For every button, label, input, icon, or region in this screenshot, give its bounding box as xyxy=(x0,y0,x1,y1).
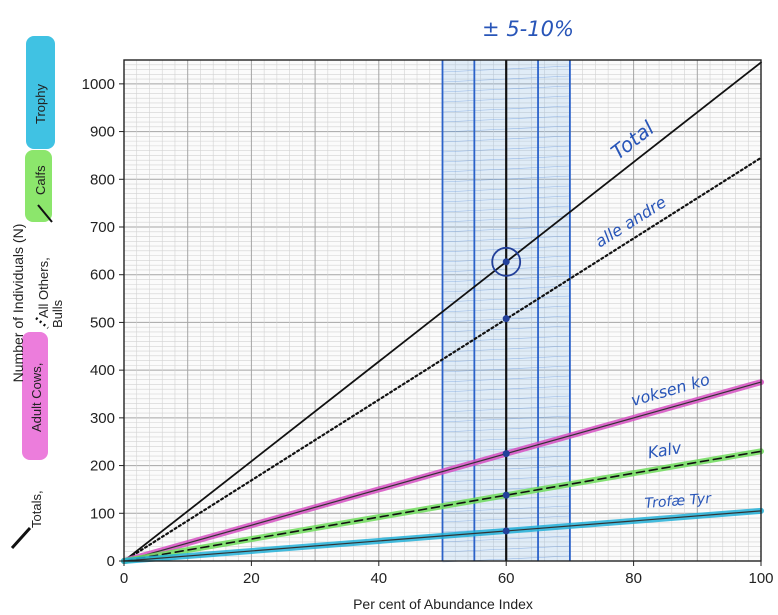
series-line-total xyxy=(123,61,762,562)
y-tick-label: 200 xyxy=(90,458,115,475)
x-tick-label: 40 xyxy=(370,570,387,587)
trophy-legend-swatch xyxy=(26,36,55,149)
y-axis-label: Number of Individuals (N) xyxy=(10,224,26,383)
y-tick-label: 100 xyxy=(90,505,115,522)
series-line-alle_andre xyxy=(122,156,763,563)
error-band xyxy=(441,60,571,563)
series-label-trofae: Trofæ Tyr xyxy=(644,491,713,512)
y-tick-label: 400 xyxy=(90,362,115,379)
x-tick-label: 80 xyxy=(625,570,642,587)
y-tick-label: 900 xyxy=(90,124,115,141)
y-tick-label: 700 xyxy=(90,219,115,236)
plot-frame xyxy=(123,59,762,562)
legend-swatches xyxy=(10,36,55,550)
legend-adult-cows: Adult Cows, xyxy=(29,363,44,432)
marked-point xyxy=(502,315,510,323)
series-line-voksen_ko xyxy=(123,381,762,562)
marked-points xyxy=(491,246,522,535)
calfs-legend-dash xyxy=(37,204,53,223)
calfs-legend-swatch xyxy=(25,150,52,222)
legend-bulls: Bulls xyxy=(50,299,65,328)
legend-trophy: Trophy xyxy=(33,84,48,124)
y-tick-label: 1000 xyxy=(82,76,115,93)
y-tick-label: 800 xyxy=(90,171,115,188)
marked-point xyxy=(502,450,510,458)
legend-all-others: All Others, xyxy=(36,257,51,318)
plot-border xyxy=(123,59,762,562)
y-tick-label: 300 xyxy=(90,410,115,427)
x-tick-label: 20 xyxy=(243,570,260,587)
tick-labels: 0 100 200 300 400 500 600 700 800 900 1000 0 20 40 60 8… xyxy=(82,76,774,587)
y-tick-label: 600 xyxy=(90,267,115,284)
legend-calfs: Calfs xyxy=(33,165,48,195)
adult-cows-legend-swatch xyxy=(22,332,48,460)
series-line-kalv xyxy=(123,450,762,562)
legend-labels: Totals, Adult Cows, All Others, Bulls Ca… xyxy=(29,84,65,528)
totals-legend-stroke xyxy=(10,526,32,550)
marked-point xyxy=(502,491,510,499)
y-tick-label: 0 xyxy=(107,553,115,570)
error-band-label: ± 5-10% xyxy=(482,17,574,41)
x-tick-label: 0 xyxy=(120,570,128,587)
y-tick-label: 500 xyxy=(90,314,115,331)
all-others-legend-stroke xyxy=(35,317,49,329)
marked-point xyxy=(502,527,510,535)
legend-totals: Totals, xyxy=(29,490,44,528)
series-lines xyxy=(121,61,764,564)
x-axis-label: Per cent of Abundance Index xyxy=(353,596,533,612)
marked-point xyxy=(502,258,510,266)
series-line-trofae xyxy=(123,510,762,562)
x-tick-label: 60 xyxy=(498,570,515,587)
marked-point-circle xyxy=(491,246,522,277)
x-tick-label: 100 xyxy=(748,570,773,587)
